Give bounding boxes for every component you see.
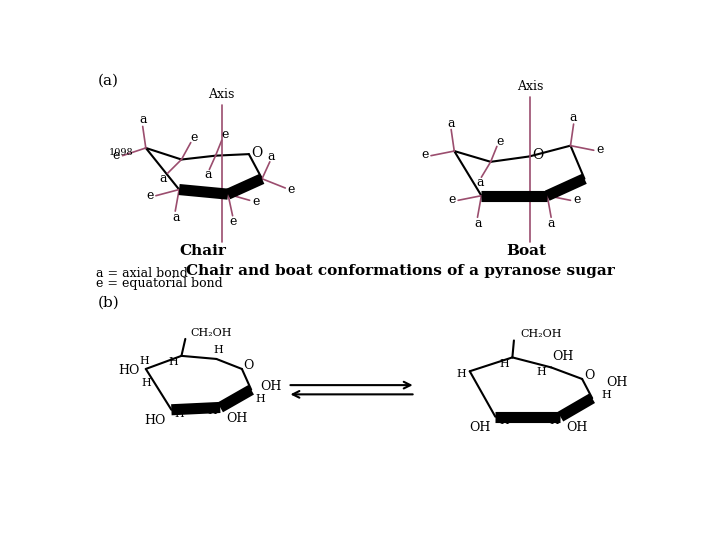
- Text: H: H: [499, 416, 509, 426]
- Text: e = equatorial bond: e = equatorial bond: [96, 278, 223, 291]
- Text: Boat: Boat: [506, 244, 546, 258]
- Text: e: e: [221, 129, 228, 141]
- Text: e: e: [496, 134, 504, 147]
- Text: Chair: Chair: [179, 244, 226, 258]
- Text: H: H: [140, 356, 149, 366]
- Text: a = axial bond: a = axial bond: [96, 267, 188, 280]
- Text: H: H: [174, 409, 184, 420]
- Text: O: O: [585, 369, 595, 382]
- Text: e: e: [421, 148, 428, 161]
- Text: e: e: [252, 194, 259, 207]
- Text: (b): (b): [98, 296, 120, 310]
- Text: OH: OH: [553, 350, 574, 363]
- Text: O: O: [532, 148, 544, 162]
- Text: a: a: [447, 117, 455, 130]
- Text: H: H: [549, 416, 559, 426]
- Text: OH: OH: [261, 380, 282, 393]
- Text: H: H: [601, 390, 611, 400]
- Text: e: e: [449, 193, 456, 206]
- Text: H: H: [141, 378, 150, 388]
- Text: O: O: [243, 360, 253, 373]
- Text: O: O: [251, 146, 262, 160]
- Text: a: a: [570, 111, 577, 124]
- Text: Axis: Axis: [209, 88, 235, 101]
- Text: CH₂OH: CH₂OH: [191, 328, 233, 338]
- Text: e: e: [112, 149, 120, 162]
- Text: 1098: 1098: [109, 148, 133, 157]
- Text: Axis: Axis: [517, 80, 544, 93]
- Text: H: H: [168, 357, 179, 367]
- Text: OH: OH: [606, 376, 628, 389]
- Text: e: e: [573, 193, 580, 206]
- Text: a: a: [139, 113, 146, 126]
- Text: (a): (a): [98, 74, 119, 88]
- Text: a: a: [476, 176, 484, 189]
- Text: CH₂OH: CH₂OH: [520, 329, 562, 339]
- Text: a: a: [547, 217, 555, 230]
- Text: OH: OH: [469, 421, 490, 434]
- Text: e: e: [146, 189, 153, 202]
- Text: a: a: [159, 172, 166, 185]
- Text: HO: HO: [144, 414, 165, 427]
- Text: OH: OH: [226, 411, 248, 425]
- Text: a: a: [268, 150, 275, 163]
- Text: a: a: [474, 217, 482, 230]
- Text: e: e: [596, 143, 603, 156]
- Text: OH: OH: [567, 421, 588, 434]
- Text: H: H: [207, 406, 217, 416]
- Text: HO: HO: [118, 364, 140, 377]
- Text: e: e: [229, 215, 236, 228]
- Text: H: H: [255, 394, 265, 404]
- Text: H: H: [456, 369, 466, 379]
- Text: e: e: [288, 183, 295, 196]
- Text: a: a: [204, 168, 212, 181]
- Text: H: H: [213, 345, 222, 355]
- Text: H: H: [536, 367, 546, 377]
- Text: Chair and boat conformations of a pyranose sugar: Chair and boat conformations of a pyrano…: [186, 264, 614, 278]
- Text: e: e: [190, 131, 197, 145]
- Text: a: a: [172, 211, 180, 224]
- Text: H: H: [500, 359, 509, 369]
